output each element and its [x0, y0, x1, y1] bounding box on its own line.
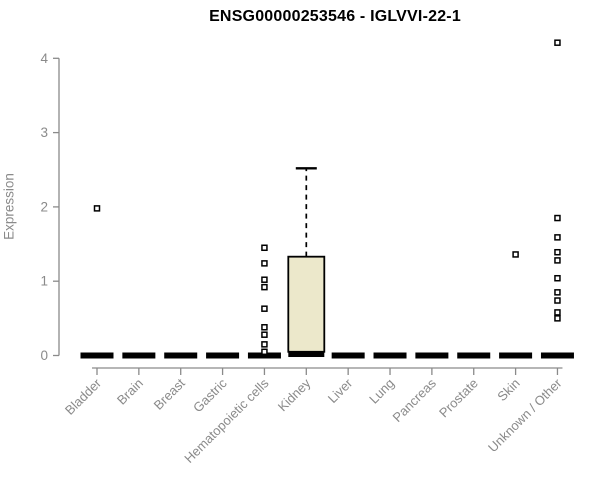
- outlier-skin: [512, 251, 519, 258]
- outlier-unknown-other: [554, 274, 561, 282]
- y-tick-label: 3: [40, 125, 48, 140]
- x-tick-label: Lung: [366, 376, 397, 407]
- outlier-unknown-other: [554, 315, 561, 322]
- median-prostate: [457, 352, 491, 359]
- outlier-hematopoietic-cells: [261, 324, 268, 331]
- y-tick-label: 4: [40, 51, 48, 66]
- median-unknown-other: [540, 352, 574, 359]
- x-tick-label: Prostate: [436, 376, 481, 421]
- outlier-unknown-other: [554, 257, 561, 264]
- median-hematopoietic-cells: [247, 352, 281, 359]
- box-kidney: [287, 255, 326, 353]
- median-skin: [499, 352, 533, 359]
- outlier-hematopoietic-cells: [261, 244, 268, 252]
- y-tick-label: 0: [40, 348, 48, 363]
- outlier-hematopoietic-cells: [261, 283, 268, 291]
- outlier-unknown-other: [554, 309, 561, 316]
- x-tick-label: Gastric: [190, 375, 230, 415]
- x-tick-label: Skin: [494, 376, 522, 404]
- outlier-hematopoietic-cells: [261, 305, 268, 312]
- y-tick-label: 1: [40, 274, 48, 289]
- y-tick-label: 2: [40, 199, 48, 214]
- x-tick-label: Breast: [151, 375, 188, 412]
- median-gastric: [206, 352, 240, 359]
- outlier-hematopoietic-cells: [261, 331, 268, 338]
- outlier-hematopoietic-cells: [261, 276, 268, 283]
- outlier-unknown-other: [554, 297, 561, 304]
- median-brain: [122, 352, 156, 359]
- outlier-unknown-other: [554, 234, 561, 241]
- median-lung: [373, 352, 407, 359]
- x-tick-label: Liver: [325, 375, 356, 406]
- outlier-unknown-other: [554, 214, 561, 222]
- outlier-unknown-other: [554, 248, 561, 256]
- x-tick-label: Bladder: [62, 375, 105, 418]
- median-pancreas: [415, 352, 449, 359]
- median-breast: [164, 352, 198, 359]
- outlier-bladder: [93, 205, 101, 212]
- chart-title: ENSG00000253546 - IGLVVI-22-1: [209, 8, 461, 25]
- median-bladder: [80, 352, 114, 359]
- outlier-hematopoietic-cells: [261, 260, 268, 267]
- outlier-hematopoietic-cells: [261, 348, 268, 356]
- outlier-unknown-other: [554, 289, 561, 296]
- outlier-hematopoietic-cells: [261, 341, 268, 348]
- x-tick-label: Pancreas: [390, 375, 440, 425]
- outlier-unknown-other: [554, 39, 561, 46]
- x-tick-label: Kidney: [275, 375, 314, 414]
- x-tick-label: Brain: [114, 376, 146, 408]
- median-liver: [331, 352, 365, 359]
- x-tick-label: Unknown / Other: [485, 375, 565, 455]
- median-kidney: [288, 351, 325, 358]
